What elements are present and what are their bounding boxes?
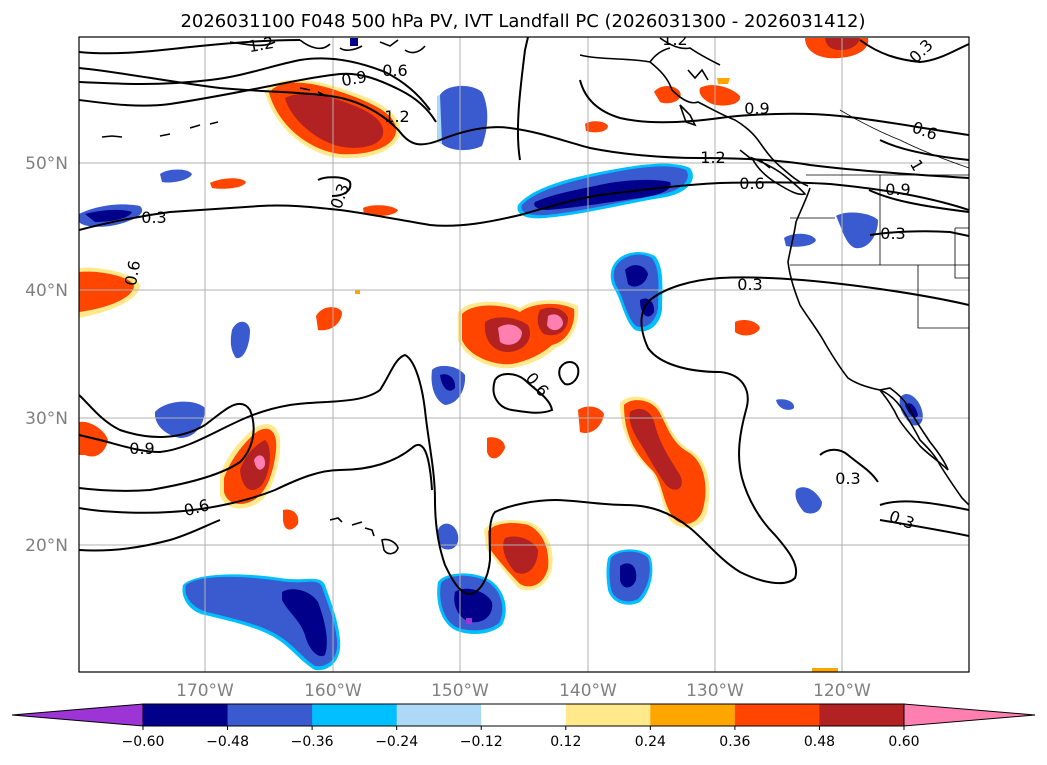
graticule — [79, 37, 969, 672]
pv-negative-southwest — [182, 574, 341, 671]
colorbar-segment — [143, 704, 229, 726]
colorbar-segment — [565, 704, 651, 726]
contour-label: 0.3 — [880, 224, 905, 243]
colorbar-label: 0.24 — [635, 734, 666, 750]
contour-label: 1.2 — [384, 107, 409, 126]
lat-tick: 20°N — [25, 536, 68, 556]
contour-label: 0.3 — [141, 208, 166, 227]
lon-tick: 140°W — [559, 681, 617, 701]
colorbar-extend-min — [11, 703, 144, 727]
lat-tick: 50°N — [25, 154, 68, 174]
lon-tick: 130°W — [686, 681, 744, 701]
pv-negative-gulf — [437, 85, 488, 151]
pv-positive-west — [220, 424, 281, 509]
contour-label: 0.6 — [739, 174, 764, 193]
colorbar-label: −0.12 — [460, 734, 503, 750]
contour-label: 0.6 — [121, 259, 144, 287]
lon-tick: 150°W — [431, 681, 489, 701]
colorbar-segment — [734, 704, 820, 726]
colorbar-label: −0.48 — [206, 734, 249, 750]
longitude-axis: 170°W 160°W 150°W 140°W 130°W 120°W — [176, 681, 871, 701]
contour-label: 0.3 — [835, 469, 860, 488]
contour-label: 0.9 — [744, 99, 769, 118]
colorbar-extend-max — [903, 703, 1036, 727]
pv-positive-south — [484, 520, 553, 591]
colorbar-label: 0.48 — [804, 734, 835, 750]
colorbar-segment — [481, 704, 567, 726]
lon-tick: 160°W — [304, 681, 362, 701]
pv-contours — [79, 37, 969, 596]
colorbar-label: −0.36 — [291, 734, 334, 750]
colorbar-segment — [227, 704, 313, 726]
contour-label: 1.2 — [662, 30, 687, 49]
contour-label: 0.9 — [129, 439, 154, 458]
coastlines — [101, 37, 969, 555]
colorbar: −0.60 −0.48 −0.36 −0.24 −0.12 0.12 0.24 0.36 0.4… — [11, 703, 1036, 750]
colorbar-label: −0.60 — [122, 734, 165, 750]
lat-tick: 30°N — [25, 409, 68, 429]
colorbar-label: −0.24 — [375, 734, 418, 750]
map-frame — [78, 36, 970, 673]
map-area: 1.2 1.2 0.9 0.6 0.9 1.2 1.2 0.6 0.3 0.9 … — [79, 30, 969, 672]
lat-tick: 40°N — [25, 281, 68, 301]
contour-label: 1.2 — [247, 33, 275, 56]
pv-positive-central-south — [620, 396, 710, 528]
pv-positive-central — [458, 300, 579, 369]
colorbar-label: 0.60 — [888, 734, 919, 750]
pv-negative-central-east — [610, 252, 663, 332]
pv-negative-south — [606, 549, 653, 605]
colorbar-segment — [819, 704, 905, 726]
pv-negative-hawaii-south — [437, 573, 506, 635]
contour-label: 0.6 — [382, 61, 407, 80]
pv-shading — [79, 38, 923, 672]
lon-tick: 120°W — [813, 681, 871, 701]
latitude-axis: 50°N 40°N 30°N 20°N — [25, 154, 68, 556]
contour-label: 1.2 — [700, 148, 725, 167]
lon-tick: 170°W — [176, 681, 234, 701]
colorbar-segment — [650, 704, 736, 726]
political-borders — [790, 109, 969, 329]
map-title: 2026031100 F048 500 hPa PV, IVT Landfall… — [180, 11, 865, 32]
colorbar-segment — [396, 704, 482, 726]
colorbar-label: 0.36 — [719, 734, 750, 750]
colorbar-segment — [312, 704, 398, 726]
contour-label: 0.9 — [885, 180, 910, 199]
colorbar-label: 0.12 — [550, 734, 581, 750]
contour-label: 0.3 — [737, 275, 762, 294]
contour-label: 0.9 — [340, 67, 368, 90]
